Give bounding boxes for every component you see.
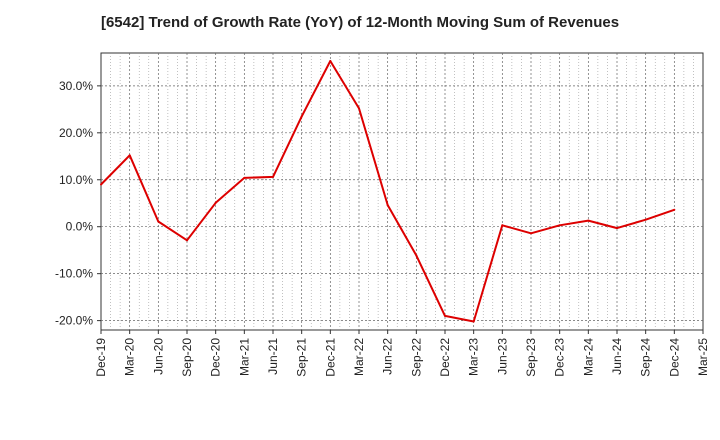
x-tick-label: Jun-24	[610, 338, 624, 375]
x-tick-label: Dec-21	[323, 338, 337, 377]
data-point	[444, 314, 446, 317]
y-tick-label: 0.0%	[66, 220, 94, 234]
x-tick-label: Sep-20	[180, 338, 194, 377]
x-tick-label: Dec-23	[553, 338, 567, 377]
data-point	[186, 239, 188, 242]
x-tick-label: Jun-21	[266, 338, 280, 375]
y-tick-label: 20.0%	[59, 126, 93, 140]
x-tick-label: Dec-20	[209, 338, 223, 377]
y-tick-label: -10.0%	[55, 267, 93, 281]
x-tick-label: Mar-22	[352, 338, 366, 376]
x-tick-label: Mar-23	[467, 338, 481, 376]
y-tick-label: -20.0%	[55, 314, 93, 328]
x-tick-label: Mar-25	[696, 338, 710, 376]
y-tick-label: 30.0%	[59, 79, 93, 93]
axis-layer: 30.0% 20.0% 10.0% 0.0% -10.0% -20.0%Dec-19 Mar…	[55, 79, 710, 377]
data-point	[415, 254, 418, 257]
data-point	[644, 218, 647, 221]
x-tick-label: Sep-21	[295, 338, 309, 377]
data-point	[128, 154, 131, 157]
data-point	[100, 183, 102, 186]
x-tick-label: Mar-21	[237, 338, 251, 376]
data-point	[501, 224, 504, 227]
x-tick-label: Dec-19	[94, 338, 108, 377]
data-point	[329, 59, 332, 62]
data-point	[616, 227, 618, 230]
x-tick-label: Jun-23	[495, 338, 509, 375]
x-tick-label: Sep-22	[409, 338, 423, 377]
data-point	[358, 107, 360, 110]
data-point	[300, 115, 303, 118]
x-tick-label: Sep-24	[639, 338, 653, 377]
x-tick-label: Mar-24	[581, 338, 595, 376]
data-point	[472, 320, 475, 323]
grid-layer	[100, 52, 704, 331]
data-point	[673, 208, 676, 211]
x-tick-label: Jun-20	[151, 338, 165, 375]
data-point	[386, 204, 389, 207]
data-point	[530, 232, 532, 235]
data-point	[214, 201, 217, 204]
x-tick-label: Sep-23	[524, 338, 538, 377]
x-tick-label: Dec-24	[667, 338, 681, 377]
y-tick-label: 10.0%	[59, 173, 93, 187]
plot-frame	[100, 52, 704, 331]
data-point	[272, 175, 274, 178]
data-point	[558, 224, 561, 227]
series-layer	[100, 59, 676, 323]
data-point	[243, 176, 246, 179]
data-point	[587, 219, 590, 222]
data-point	[157, 220, 160, 223]
x-tick-label: Jun-22	[381, 338, 395, 375]
x-tick-label: Mar-20	[123, 338, 137, 376]
chart-title: [6542] Trend of Growth Rate (YoY) of 12-…	[100, 14, 620, 31]
x-tick-label: Dec-22	[438, 338, 452, 377]
